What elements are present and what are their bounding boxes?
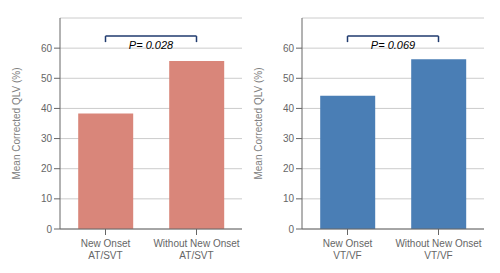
svg-text:10: 10 [41, 193, 53, 204]
svg-text:Mean Corrected QLV (%): Mean Corrected QLV (%) [11, 67, 22, 179]
svg-text:P= 0.069: P= 0.069 [371, 39, 415, 51]
svg-text:50: 50 [283, 73, 295, 84]
svg-text:0: 0 [46, 224, 52, 235]
svg-text:0: 0 [288, 224, 294, 235]
svg-text:P= 0.028: P= 0.028 [129, 39, 174, 51]
svg-text:50: 50 [41, 73, 53, 84]
svg-text:20: 20 [283, 163, 295, 174]
svg-text:60: 60 [283, 43, 295, 54]
svg-text:20: 20 [41, 163, 53, 174]
svg-text:30: 30 [283, 133, 295, 144]
svg-text:30: 30 [41, 133, 53, 144]
svg-text:40: 40 [283, 103, 295, 114]
svg-text:Without New OnsetVT/VF: Without New OnsetVT/VF [395, 238, 481, 261]
svg-text:40: 40 [41, 103, 53, 114]
svg-text:New OnsetAT/SVT: New OnsetAT/SVT [81, 238, 131, 261]
svg-text:Without New OnsetAT/SVT: Without New OnsetAT/SVT [153, 238, 239, 261]
svg-text:60: 60 [41, 43, 53, 54]
svg-text:New OnsetVT/VF: New OnsetVT/VF [323, 238, 373, 261]
svg-text:Mean Corrected QLV (%): Mean Corrected QLV (%) [253, 67, 264, 179]
svg-text:10: 10 [283, 193, 295, 204]
